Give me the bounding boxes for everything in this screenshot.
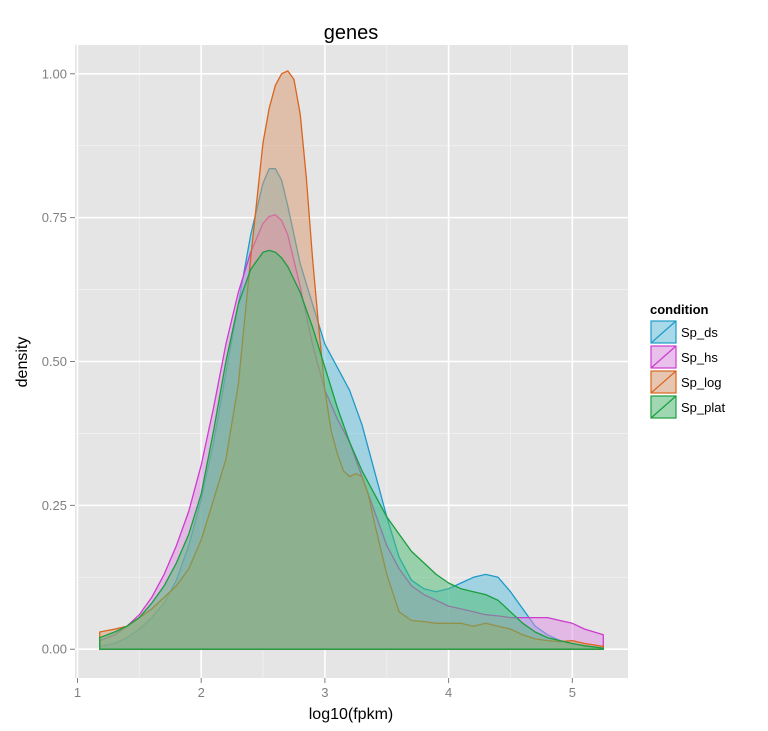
legend-key-sp-plat (649, 394, 678, 420)
x-tick-label: 3 (321, 685, 328, 700)
density-area-sp-plat (99, 249, 604, 650)
y-tick-label: 0.75 (42, 210, 67, 225)
legend-label: Sp_ds (681, 325, 718, 340)
legend-label: Sp_log (681, 375, 721, 390)
legend-key-sp-hs (649, 344, 678, 370)
y-axis: 0.00 0.25 0.50 0.75 1.00 (42, 66, 75, 657)
legend-label: Sp_plat (681, 400, 725, 415)
y-tick-label: 0.50 (42, 354, 67, 369)
y-tick-label: 0.00 (42, 642, 67, 657)
y-tick-label: 0.25 (42, 498, 67, 513)
legend-label: Sp_hs (681, 350, 718, 365)
legend-key-sp-ds (649, 319, 678, 345)
x-axis: 1 2 3 4 5 (74, 678, 576, 700)
x-axis-title: log10(fpkm) (309, 706, 393, 723)
y-axis-title: density (14, 337, 31, 388)
legend-title: condition (650, 302, 709, 317)
x-tick-label: 1 (74, 685, 81, 700)
x-tick-label: 4 (445, 685, 452, 700)
x-tick-label: 2 (198, 685, 205, 700)
legend-key-sp-log (649, 369, 678, 395)
y-tick-label: 1.00 (42, 66, 67, 81)
density-areas (99, 70, 604, 650)
chart-title: genes (324, 22, 379, 44)
legend: condition Sp_ds Sp_hs Sp_log Sp_plat (649, 302, 725, 420)
x-tick-label: 5 (569, 685, 576, 700)
